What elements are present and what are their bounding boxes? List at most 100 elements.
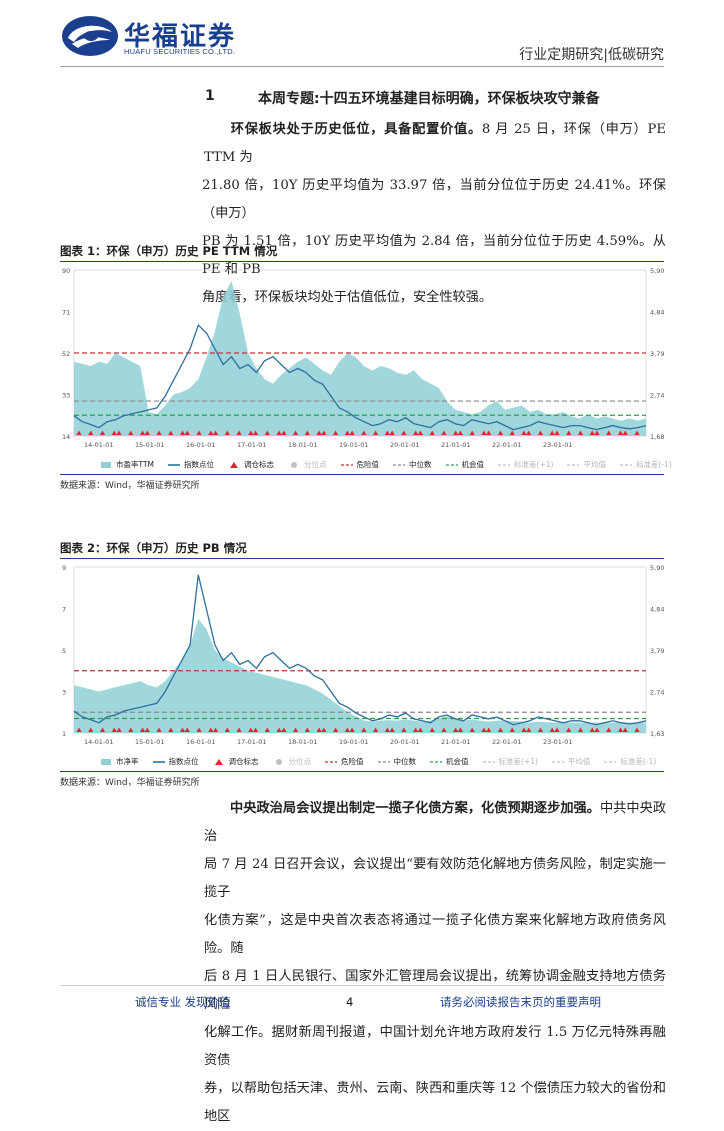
legend-swatch-icon [168,463,181,466]
left-tick-label: 3 [62,689,66,697]
legend-label: 调仓标志 [244,460,275,469]
legend-swatch-icon [101,758,111,765]
legend-swatch-icon [567,463,580,466]
rebalance-marker [453,430,459,435]
rebalance-marker [281,727,287,732]
rebalance-marker [566,430,572,435]
rebalance-marker [634,430,640,435]
index-line [73,574,647,726]
rebalance-marker [537,430,544,435]
rebalance-marker [389,430,395,435]
rebalance-marker [88,727,94,732]
x-tick-label: 20-01-01 [390,738,420,746]
legend-item: 分位点 [273,756,311,767]
rebalance-marker [168,727,174,732]
rebalance-marker [196,430,202,435]
rebalance-marker [76,727,82,732]
legend-swatch-icon [551,760,564,763]
x-tick-label: 18-01-01 [288,441,318,449]
rebalance-marker [316,727,322,732]
rebalance-marker [144,727,150,732]
figure1-bottom-rule [60,474,664,475]
legend-item: 标准差(-1) [619,459,672,470]
section-number: 1 [205,88,215,104]
para1-lead: 环保板块处于历史低位，具备配置价值。 [230,122,482,137]
rebalance-marker [549,430,555,435]
rebalance-marker [333,430,339,435]
figure1-title: 图表 1：环保（申万）历史 PE TTM 情况 [60,244,278,258]
para2-line1: 中央政治局会议提出制定一揽子化债方案，化债预期逐步加强。中共中央政治 [204,801,667,844]
rebalance-marker [281,430,287,435]
legend-swatch-icon [101,461,111,468]
legend-swatch-icon [619,463,632,466]
legend-swatch-icon [430,760,442,763]
rebalance-marker [116,727,122,732]
footer-slogan: 诚信专业 发现价值 [135,995,231,1009]
rebalance-marker [224,430,230,435]
legend-label: 机会值 [446,757,469,766]
rebalance-marker [321,430,327,435]
page-number: 4 [346,995,354,1009]
rebalance-marker [276,727,282,732]
para2-line5: 化解工作。据财新周刊报道，中国计划允许地方政府发行 1.5 万亿元特殊再融资债 [204,1025,666,1068]
rebalance-marker [429,727,435,732]
rebalance-marker [76,430,82,435]
rebalance-marker [184,430,190,435]
rebalance-marker [622,727,628,732]
figure2-source: 数据来源：Wind，华福证券研究所 [60,778,200,788]
x-tick-label: 21-01-01 [441,738,471,746]
legend-item: 中位数 [393,459,432,470]
legend-swatch-icon [393,463,406,466]
rebalance-marker [537,727,544,732]
x-tick-label: 23-01-01 [543,441,573,449]
para2-line3: 化债方案”，这是中央首次表态将通过一揽子化债方案来化解地方政府债务风险。随 [204,913,666,956]
rebalance-marker [99,727,106,732]
rebalance-marker [509,430,515,435]
legend-swatch-icon [230,461,239,468]
report-type-label: 行业定期研究|低碳研究 [519,47,664,63]
x-tick-label: 14-01-01 [84,441,114,449]
left-tick-label: 71 [62,309,70,317]
footer-disclaimer: 请务必阅读报告末页的重要声明 [440,995,601,1009]
rebalance-marker [168,430,174,435]
rebalance-marker [441,727,447,732]
rebalance-marker [99,430,106,435]
legend-swatch-icon [445,463,458,466]
right-tick-label: 2,741 [650,689,664,697]
legend-item: 分位点 [288,459,327,470]
rebalance-marker [236,430,242,435]
legend-swatch-icon [498,463,511,466]
legend-swatch-icon [275,758,282,765]
rebalance-marker [554,727,560,732]
figure2-bottom-rule [60,771,664,772]
para1-line2: 21.80 倍，10Y 历史平均值为 33.97 倍，当前分位位于历史 24.4… [202,178,666,221]
rebalance-marker [617,727,624,732]
left-tick-label: 52 [62,350,70,358]
rebalance-marker [304,727,310,732]
x-tick-label: 20-01-01 [390,441,420,449]
rebalance-marker [361,727,367,732]
header-divider [60,66,664,67]
rebalance-marker [212,430,219,435]
rebalance-marker [128,430,134,435]
logo-swirl-icon [62,16,118,56]
rebalance-marker [554,430,560,435]
rebalance-marker [196,727,202,732]
rebalance-marker [606,430,612,435]
figure2-legend: 市净率 指数点位 调仓标志 分位点 危险值 中位数 机会值 标准差(+1) 平均值 标准差(-1) [100,756,670,767]
rebalance-marker [469,430,475,435]
x-tick-label: 17-01-01 [237,441,267,449]
index-line [73,324,647,431]
rebalance-marker [361,430,367,435]
para1-line3: PB 为 1.51 倍，10Y 历史平均值为 2.84 倍，当前分位位于历史 4… [202,234,666,277]
rebalance-marker [509,727,515,732]
right-tick-label: 4,849 [650,606,664,614]
legend-item: 机会值 [445,459,484,470]
rebalance-marker [208,727,214,732]
figure1-top-rule [60,261,664,262]
rebalance-marker [139,430,146,435]
rebalance-marker [179,430,186,435]
rebalance-marker [526,430,532,435]
x-tick-label: 17-01-01 [237,738,267,746]
valuation-area [74,618,646,733]
